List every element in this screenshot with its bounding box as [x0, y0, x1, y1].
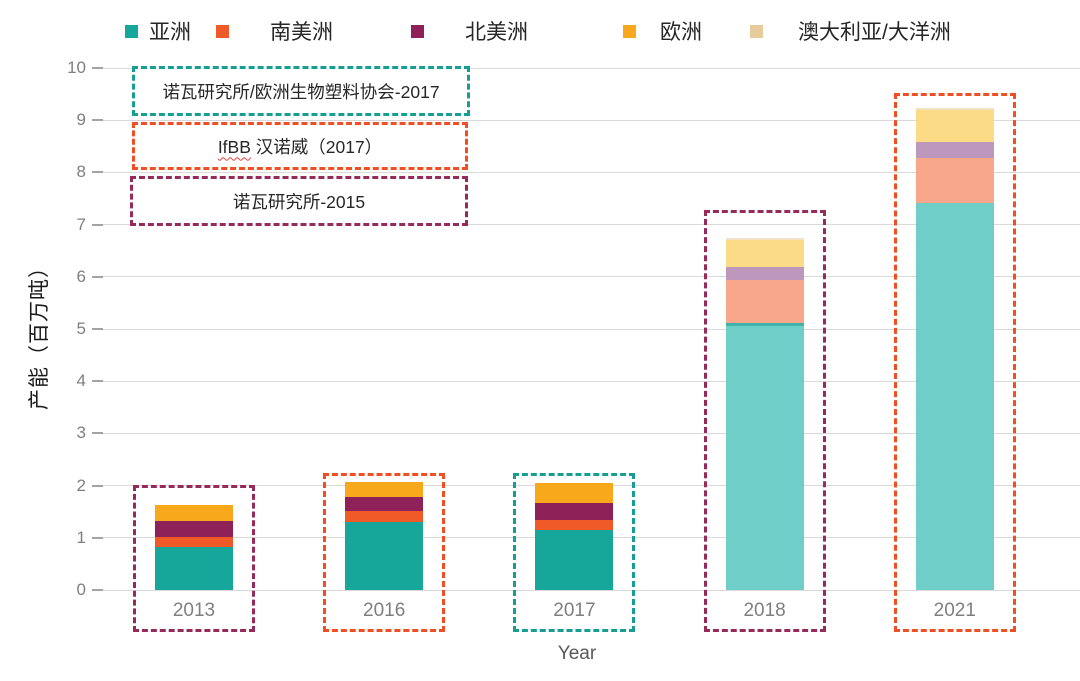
bar-segment-oceania-2018 — [725, 238, 804, 240]
bar-segment-north-america-2018 — [725, 266, 804, 280]
bar-segment-south-america-2021 — [915, 158, 994, 204]
grid-line — [97, 328, 1080, 330]
y-tick-label: 2 — [76, 475, 86, 495]
grid-line — [97, 276, 1080, 278]
y-tick-label: 8 — [76, 162, 86, 182]
grid-line — [97, 67, 1080, 69]
grid-line — [97, 171, 1080, 173]
y-tick-mark — [92, 119, 103, 122]
bar-source-outline-2021 — [893, 93, 1016, 632]
bar-segment-europe-2021 — [915, 109, 994, 143]
y-tick-mark — [92, 380, 103, 383]
bar-segment-south-america-2017 — [535, 520, 614, 530]
source-box-nova-european-bioplastics-2017: 诺瓦研究所/欧洲生物塑料协会-2017 — [132, 66, 470, 116]
y-tick-label: 0 — [76, 580, 86, 599]
bar-segment-europe-2017 — [535, 482, 614, 503]
source-label-ifbb-hannover-2017: IfBB 汉诺威（2017） — [217, 136, 383, 157]
x-axis-title: Year — [557, 643, 597, 664]
grid-line — [97, 432, 1080, 434]
bar-segment-europe-2013 — [155, 504, 233, 522]
bar-segment-asia-2013 — [155, 547, 233, 590]
y-tick-mark — [92, 67, 103, 69]
grid-line — [97, 380, 1080, 382]
bar-segment-south-america-2016 — [345, 510, 424, 522]
bar-segment-asia-2017 — [535, 529, 614, 590]
bar-segment-south-america-2013 — [155, 536, 233, 548]
legend-item-oceania: 澳大利亚/大洋洲 — [750, 16, 951, 46]
grid-line — [97, 224, 1080, 226]
south-america-color-swatch-icon — [216, 24, 229, 38]
y-tick-mark — [92, 432, 103, 435]
legend-label-europe: 欧洲 — [660, 21, 702, 44]
y-tick-mark — [92, 536, 103, 539]
bar-segment-oceania-2021 — [915, 108, 994, 110]
bar-segment-europe-2016 — [345, 482, 424, 498]
oceania-color-swatch-icon — [750, 24, 763, 38]
legend-item-south-america: 南美洲 — [216, 16, 333, 46]
bar-segment-north-america-2017 — [535, 502, 614, 521]
grid-line — [97, 589, 1080, 591]
source-box-nova-2015: 诺瓦研究所-2015 — [130, 176, 468, 226]
y-tick-label: 4 — [76, 371, 86, 391]
legend-label-north-america: 北美洲 — [465, 21, 528, 44]
bar-segment-asia-2021 — [915, 203, 994, 590]
source-box-ifbb-hannover-2017: IfBB 汉诺威（2017） — [132, 122, 468, 170]
x-tick-label-2021: 2021 — [933, 600, 976, 621]
bar-source-outline-2013 — [133, 484, 255, 632]
bar-segment-north-america-2016 — [345, 497, 424, 511]
source-label-nova-european-bioplastics-2017: 诺瓦研究所/欧洲生物塑料协会-2017 — [162, 81, 440, 102]
y-tick-label: 5 — [76, 319, 86, 338]
bar-source-outline-2017 — [513, 472, 636, 632]
y-tick-label: 9 — [76, 110, 86, 130]
legend-item-north-america: 北美洲 — [411, 16, 528, 46]
y-tick-label: 6 — [76, 266, 86, 286]
bar-segment-asia-2016 — [345, 521, 424, 590]
y-tick-mark — [92, 328, 103, 330]
y-tick-mark — [92, 223, 103, 226]
bar-segment-asia-2018 — [725, 323, 804, 590]
bar-source-outline-2018 — [703, 209, 826, 632]
y-tick-mark — [92, 171, 103, 174]
legend-label-oceania: 澳大利亚/大洋洲 — [798, 21, 951, 44]
bar-source-outline-2016 — [323, 472, 446, 632]
y-tick-label: 3 — [76, 423, 86, 443]
asia-color-swatch-icon — [125, 24, 138, 38]
y-tick-label: 1 — [76, 527, 86, 547]
legend-label-asia: 亚洲 — [149, 21, 191, 44]
legend-item-asia: 亚洲 — [125, 16, 191, 46]
y-tick-mark — [92, 484, 103, 487]
bar-segment-south-america-2018 — [725, 279, 804, 324]
bar-segment-north-america-2021 — [915, 142, 994, 159]
source-label-nova-2015: 诺瓦研究所-2015 — [232, 191, 366, 212]
x-tick-label-2017: 2017 — [553, 600, 596, 621]
legend-item-europe: 欧洲 — [623, 16, 702, 46]
legend-label-south-america: 南美洲 — [270, 21, 333, 44]
bar-segment-europe-2018 — [725, 239, 804, 267]
x-tick-label-2016: 2016 — [363, 600, 406, 621]
bar-segment-north-america-2013 — [155, 521, 233, 537]
north-america-color-swatch-icon — [411, 24, 424, 38]
europe-color-swatch-icon — [623, 24, 636, 38]
y-tick-label: 7 — [76, 214, 86, 234]
x-tick-label-2013: 2013 — [172, 600, 216, 621]
y-tick-mark — [92, 589, 103, 591]
grid-line — [97, 119, 1080, 121]
y-tick-label: 10 — [67, 58, 86, 77]
x-tick-label-2018: 2018 — [743, 600, 786, 621]
y-axis-title: 产能（百万吨） — [28, 256, 51, 410]
y-tick-mark — [92, 275, 103, 278]
